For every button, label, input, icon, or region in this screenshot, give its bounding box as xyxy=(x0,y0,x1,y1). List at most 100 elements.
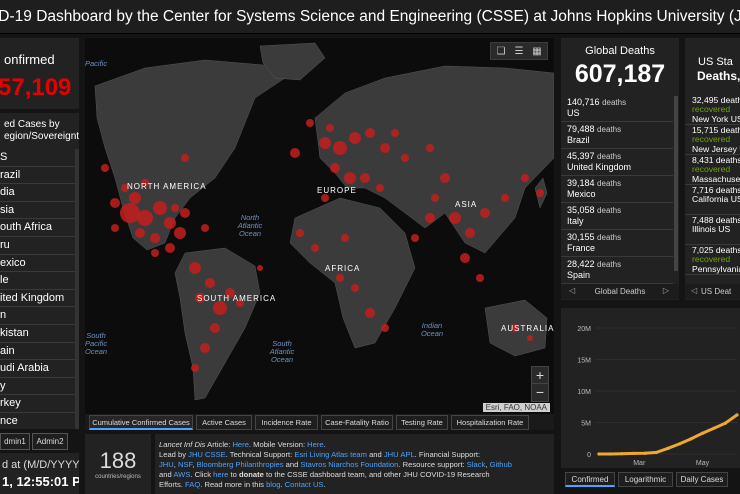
case-marker[interactable] xyxy=(527,335,533,341)
case-marker[interactable] xyxy=(321,194,329,202)
case-marker[interactable] xyxy=(426,144,434,152)
global-deaths-scrollbar[interactable] xyxy=(674,96,678,271)
list-item[interactable]: n xyxy=(0,307,75,325)
case-marker[interactable] xyxy=(210,323,220,333)
contact-link[interactable]: Contact US xyxy=(284,480,324,489)
case-marker[interactable] xyxy=(449,212,461,224)
stavros-link[interactable]: Stavros Niarchos Foundation xyxy=(300,460,399,469)
tab-active-cases[interactable]: Active Cases xyxy=(196,415,252,430)
zoom-in-button[interactable]: + xyxy=(532,367,548,384)
case-marker[interactable] xyxy=(195,293,205,303)
tab-admin2[interactable]: Admin2 xyxy=(32,433,68,450)
case-marker[interactable] xyxy=(306,119,314,127)
list-item[interactable]: outh Africa xyxy=(0,219,75,237)
zoom-out-button[interactable]: − xyxy=(535,384,545,400)
tab-logarithmic[interactable]: Logarithmic xyxy=(618,472,673,487)
case-marker[interactable] xyxy=(326,124,334,132)
case-marker[interactable] xyxy=(501,194,509,202)
case-marker[interactable] xyxy=(480,208,490,218)
list-item[interactable]: 15,715 deathsrecoveredNew Jersey U xyxy=(685,125,740,155)
list-item[interactable]: 39,184 deaths Mexico xyxy=(561,176,673,203)
list-item[interactable]: dia xyxy=(0,184,75,202)
case-marker[interactable] xyxy=(511,324,519,332)
list-item[interactable]: 45,397 deaths United Kingdom xyxy=(561,149,673,176)
blog-link[interactable]: blog xyxy=(266,480,281,489)
us-prev-arrow-icon[interactable]: ◁ xyxy=(691,286,698,295)
article-link[interactable]: Here xyxy=(232,440,249,449)
list-item[interactable]: 8,431 deaths recovered Massachusett xyxy=(685,155,740,185)
case-marker[interactable] xyxy=(189,262,201,274)
case-marker[interactable] xyxy=(460,253,470,263)
tab-admin1[interactable]: dmin1 xyxy=(0,433,30,450)
list-item[interactable]: ited Kingdom xyxy=(0,290,75,308)
esri-link[interactable]: Esri Living Atlas team xyxy=(294,450,367,459)
tab-cumulative-confirmed[interactable]: Cumulative Confirmed Cases xyxy=(89,415,193,430)
aws-link[interactable]: AWS xyxy=(173,470,191,479)
list-item[interactable]: ru xyxy=(0,237,75,255)
case-marker[interactable] xyxy=(141,179,149,187)
tab-incidence-rate[interactable]: Incidence Rate xyxy=(255,415,318,430)
tab-testing-rate[interactable]: Testing Rate xyxy=(396,415,448,430)
case-marker[interactable] xyxy=(330,163,340,173)
bookmark-icon[interactable]: ❏ xyxy=(496,46,506,57)
case-marker[interactable] xyxy=(205,278,215,288)
case-marker[interactable] xyxy=(200,343,210,353)
jhu-apl-link[interactable]: JHU APL xyxy=(383,450,415,459)
case-marker[interactable] xyxy=(165,243,175,253)
case-marker[interactable] xyxy=(181,154,189,162)
case-marker[interactable] xyxy=(201,224,209,232)
case-marker[interactable] xyxy=(360,173,370,183)
case-marker[interactable] xyxy=(174,227,186,239)
case-marker[interactable] xyxy=(225,288,235,298)
case-marker[interactable] xyxy=(150,233,160,243)
case-marker[interactable] xyxy=(164,217,176,229)
tab-case-fatality[interactable]: Case-Fatality Ratio xyxy=(321,415,393,430)
slack-link[interactable]: Slack xyxy=(466,460,486,469)
list-item[interactable]: 7,488 deaths Illinois US xyxy=(685,215,740,245)
jhu-csse-link[interactable]: JHU CSSE xyxy=(188,450,226,459)
case-marker[interactable] xyxy=(213,301,227,315)
case-marker[interactable] xyxy=(236,299,244,307)
list-item[interactable]: y xyxy=(0,378,75,396)
case-marker[interactable] xyxy=(121,184,129,192)
list-item[interactable]: razil xyxy=(0,167,75,185)
case-marker[interactable] xyxy=(120,203,140,223)
list-item[interactable]: exico xyxy=(0,255,75,273)
case-marker[interactable] xyxy=(341,234,349,242)
case-marker[interactable] xyxy=(171,204,179,212)
list-item[interactable]: le xyxy=(0,272,75,290)
case-marker[interactable] xyxy=(101,164,109,172)
prev-arrow-icon[interactable]: ◁ xyxy=(569,286,576,295)
basemap-gallery-icon[interactable]: ▦ xyxy=(532,46,542,57)
list-item[interactable]: nce xyxy=(0,413,75,429)
case-marker[interactable] xyxy=(376,184,384,192)
github-link[interactable]: Github xyxy=(489,460,512,469)
case-marker[interactable] xyxy=(311,244,319,252)
list-item[interactable]: sia xyxy=(0,202,75,220)
list-item[interactable]: 140,716 deaths US xyxy=(561,95,673,122)
world-map[interactable]: ❏ ☰ ▦ NORTH AMERICA SOUTH AMERICA EUROPE… xyxy=(85,38,554,414)
nsf-link[interactable]: NSF xyxy=(178,460,193,469)
list-item[interactable]: 32,495 deathsrecoveredNew York US xyxy=(685,95,740,125)
faq-link[interactable]: FAQ xyxy=(185,480,201,489)
case-marker[interactable] xyxy=(129,192,141,204)
case-marker[interactable] xyxy=(110,198,120,208)
case-marker[interactable] xyxy=(431,194,439,202)
case-marker[interactable] xyxy=(257,265,263,271)
case-marker[interactable] xyxy=(349,132,361,144)
case-marker[interactable] xyxy=(351,284,359,292)
list-item[interactable]: kistan xyxy=(0,325,75,343)
case-marker[interactable] xyxy=(401,154,409,162)
case-marker[interactable] xyxy=(191,364,199,372)
case-marker[interactable] xyxy=(180,208,190,218)
tab-hospitalization-rate[interactable]: Hospitalization Rate xyxy=(451,415,529,430)
tab-daily-cases[interactable]: Daily Cases xyxy=(676,472,728,487)
case-marker[interactable] xyxy=(137,210,153,226)
list-item[interactable]: 35,058 deaths Italy xyxy=(561,203,673,230)
case-marker[interactable] xyxy=(151,249,159,257)
donate-here-link[interactable]: here xyxy=(213,470,229,479)
tab-confirmed[interactable]: Confirmed xyxy=(565,472,615,487)
case-marker[interactable] xyxy=(153,201,167,215)
list-item[interactable]: 30,155 deaths France xyxy=(561,230,673,257)
case-marker[interactable] xyxy=(476,274,484,282)
